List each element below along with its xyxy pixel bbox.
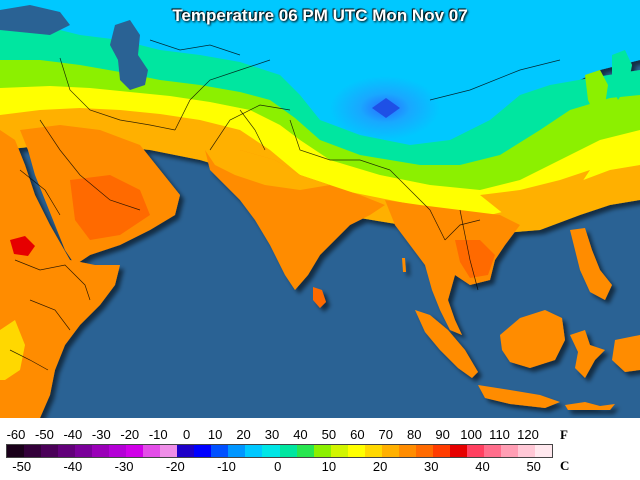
fahrenheit-unit-label: F xyxy=(560,427,568,442)
arabia-warm-core xyxy=(70,175,150,240)
fahrenheit-tick-label: -40 xyxy=(63,427,83,442)
fahrenheit-tick-label: 0 xyxy=(183,427,191,442)
japan xyxy=(612,50,632,100)
java xyxy=(478,385,560,408)
fahrenheit-tick-label: 40 xyxy=(293,427,308,442)
fahrenheit-tick-label: 120 xyxy=(517,427,539,442)
india xyxy=(205,150,385,290)
celsius-tick-label: 0 xyxy=(274,459,282,474)
color-swatch xyxy=(228,445,246,457)
ethiopia-hot-spot xyxy=(10,236,35,256)
sumatra xyxy=(415,310,478,378)
philippines xyxy=(570,228,612,300)
color-swatch xyxy=(41,445,59,457)
celsius-tick-label: 50 xyxy=(526,459,541,474)
color-swatch xyxy=(194,445,212,457)
fahrenheit-tick-label: -60 xyxy=(6,427,26,442)
taiwan xyxy=(572,178,582,198)
land-band-gold xyxy=(0,108,640,235)
color-swatch xyxy=(347,445,365,457)
celsius-tick-label: 20 xyxy=(372,459,388,474)
color-swatch xyxy=(415,445,433,457)
east-africa xyxy=(0,130,120,418)
color-swatch xyxy=(483,445,501,457)
color-swatch xyxy=(364,445,382,457)
temperature-legend: -60 -50 -40 -30 -20 -10 0 10 20 30 40 50 60 70 80 90 100… xyxy=(0,418,640,480)
fahrenheit-tick-label: 10 xyxy=(207,427,223,442)
color-swatch xyxy=(381,445,399,457)
land-band-cyan xyxy=(0,20,640,180)
fahrenheit-tick-label: 50 xyxy=(321,427,337,442)
temperature-map xyxy=(0,0,640,418)
color-swatch xyxy=(330,445,348,457)
fahrenheit-tick-label: 60 xyxy=(350,427,365,442)
india-gold-north xyxy=(205,150,330,190)
fahrenheit-tick-label: 100 xyxy=(460,427,482,442)
korea xyxy=(585,70,608,115)
color-swatch xyxy=(398,445,416,457)
tibet-coldest xyxy=(372,98,400,118)
color-swatch xyxy=(126,445,144,457)
africa-yellow-strip xyxy=(0,320,25,380)
color-swatch xyxy=(517,445,535,457)
sulawesi xyxy=(570,330,605,378)
color-swatch xyxy=(432,445,450,457)
color-swatch xyxy=(7,445,25,457)
celsius-tick-label: -20 xyxy=(165,459,185,474)
color-swatch xyxy=(466,445,484,457)
color-swatch xyxy=(534,445,552,457)
celsius-tick-label: -10 xyxy=(217,459,236,474)
color-swatch xyxy=(211,445,229,457)
color-swatch xyxy=(296,445,314,457)
celsius-tick-label: 10 xyxy=(321,459,337,474)
fahrenheit-tick-label: 70 xyxy=(378,427,393,442)
celsius-tick-label: -30 xyxy=(114,459,134,474)
celsius-tick-label: 30 xyxy=(424,459,439,474)
fahrenheit-tick-label: -10 xyxy=(148,427,168,442)
south-china xyxy=(480,170,590,215)
fahrenheit-tick-label: -30 xyxy=(91,427,111,442)
fahrenheit-tick-label: 30 xyxy=(264,427,280,442)
color-swatch xyxy=(75,445,93,457)
celsius-tick-label: -50 xyxy=(12,459,32,474)
andaman-islands xyxy=(402,258,406,272)
color-swatch xyxy=(279,445,297,457)
land-north-cold xyxy=(0,0,640,160)
fahrenheit-tick-label: -50 xyxy=(35,427,54,442)
sri-lanka xyxy=(313,287,326,308)
color-swatch xyxy=(24,445,42,457)
color-swatch xyxy=(58,445,76,457)
color-swatch xyxy=(449,445,467,457)
color-scale-bar xyxy=(6,444,553,458)
caspian-sea xyxy=(110,20,148,90)
map-title: Temperature 06 PM UTC Mon Nov 07 xyxy=(172,6,468,25)
color-swatch xyxy=(177,445,195,457)
color-swatch xyxy=(245,445,263,457)
fahrenheit-tick-label: 80 xyxy=(406,427,422,442)
color-swatch xyxy=(313,445,331,457)
indochina-orange xyxy=(455,240,495,278)
fahrenheit-tick-label: 110 xyxy=(489,427,510,442)
celsius-tick-label: -40 xyxy=(63,459,83,474)
lesser-sunda xyxy=(565,402,615,410)
celsius-unit-label: C xyxy=(560,458,570,473)
color-swatch xyxy=(160,445,178,457)
borneo xyxy=(500,310,565,368)
black-sea xyxy=(0,5,70,35)
color-swatch xyxy=(109,445,127,457)
color-swatch xyxy=(92,445,110,457)
celsius-tick-label: 40 xyxy=(475,459,490,474)
fahrenheit-tick-label: 90 xyxy=(435,427,450,442)
color-swatch xyxy=(500,445,518,457)
southeast-asia-mainland xyxy=(385,200,520,335)
fahrenheit-tick-label: 20 xyxy=(236,427,251,442)
color-swatch xyxy=(143,445,161,457)
color-swatch xyxy=(262,445,280,457)
country-borders xyxy=(9,39,561,371)
new-guinea xyxy=(612,335,640,372)
fahrenheit-tick-label: -20 xyxy=(120,427,140,442)
